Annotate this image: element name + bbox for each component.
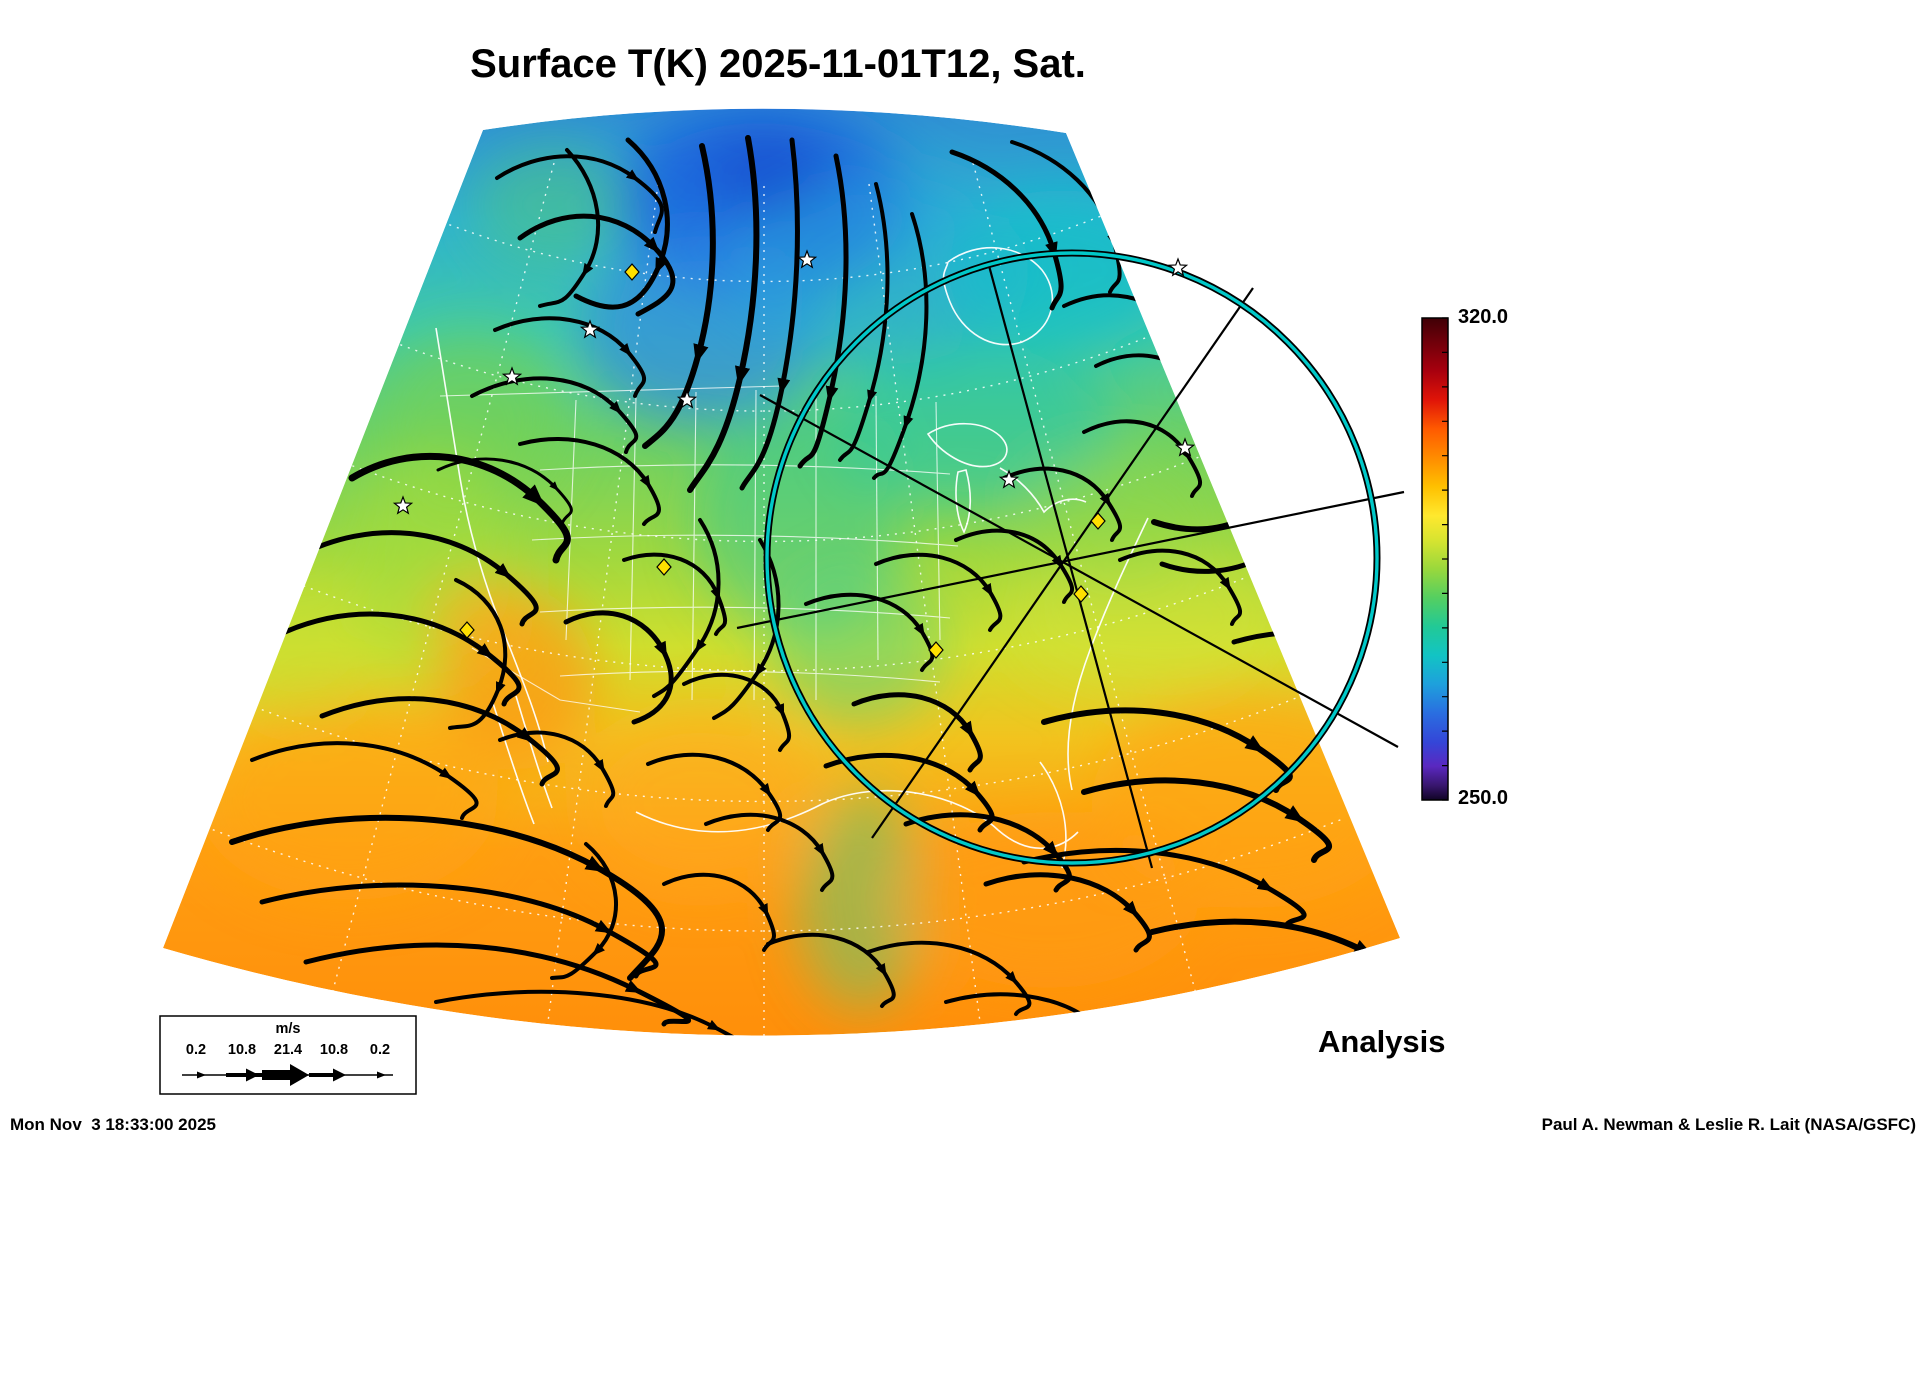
colorbar-min-label: 250.0 (1458, 787, 1509, 809)
scan-circle (763, 249, 1381, 867)
wind-scale-arrow (182, 1064, 393, 1086)
colorbar (1421, 317, 1449, 801)
analysis-label: Analysis (1318, 1024, 1446, 1059)
azimuth-lines (736, 261, 1405, 869)
colorbar-frame (1421, 317, 1449, 801)
temperature-field (163, 108, 1400, 1036)
wind-value-0: 0.2 (185, 1042, 207, 1058)
wind-value-2: 21.4 (273, 1042, 303, 1058)
weather-map (163, 108, 1400, 1036)
wind-units-label: m/s (275, 1021, 301, 1037)
chart-title: Surface T(K) 2025-11-01T12, Sat. (470, 42, 1086, 86)
timestamp-label: Mon Nov 3 18:33:00 2025 (10, 1115, 216, 1134)
wind-value-1: 10.8 (227, 1042, 257, 1058)
wind-scale-legend-box (159, 1015, 417, 1095)
colorbar-max-label: 320.0 (1458, 306, 1509, 328)
credit-label: Paul A. Newman & Leslie R. Lait (NASA/GS… (1541, 1115, 1916, 1134)
wind-value-3: 10.8 (319, 1042, 349, 1058)
wind-value-4: 0.2 (369, 1042, 391, 1058)
